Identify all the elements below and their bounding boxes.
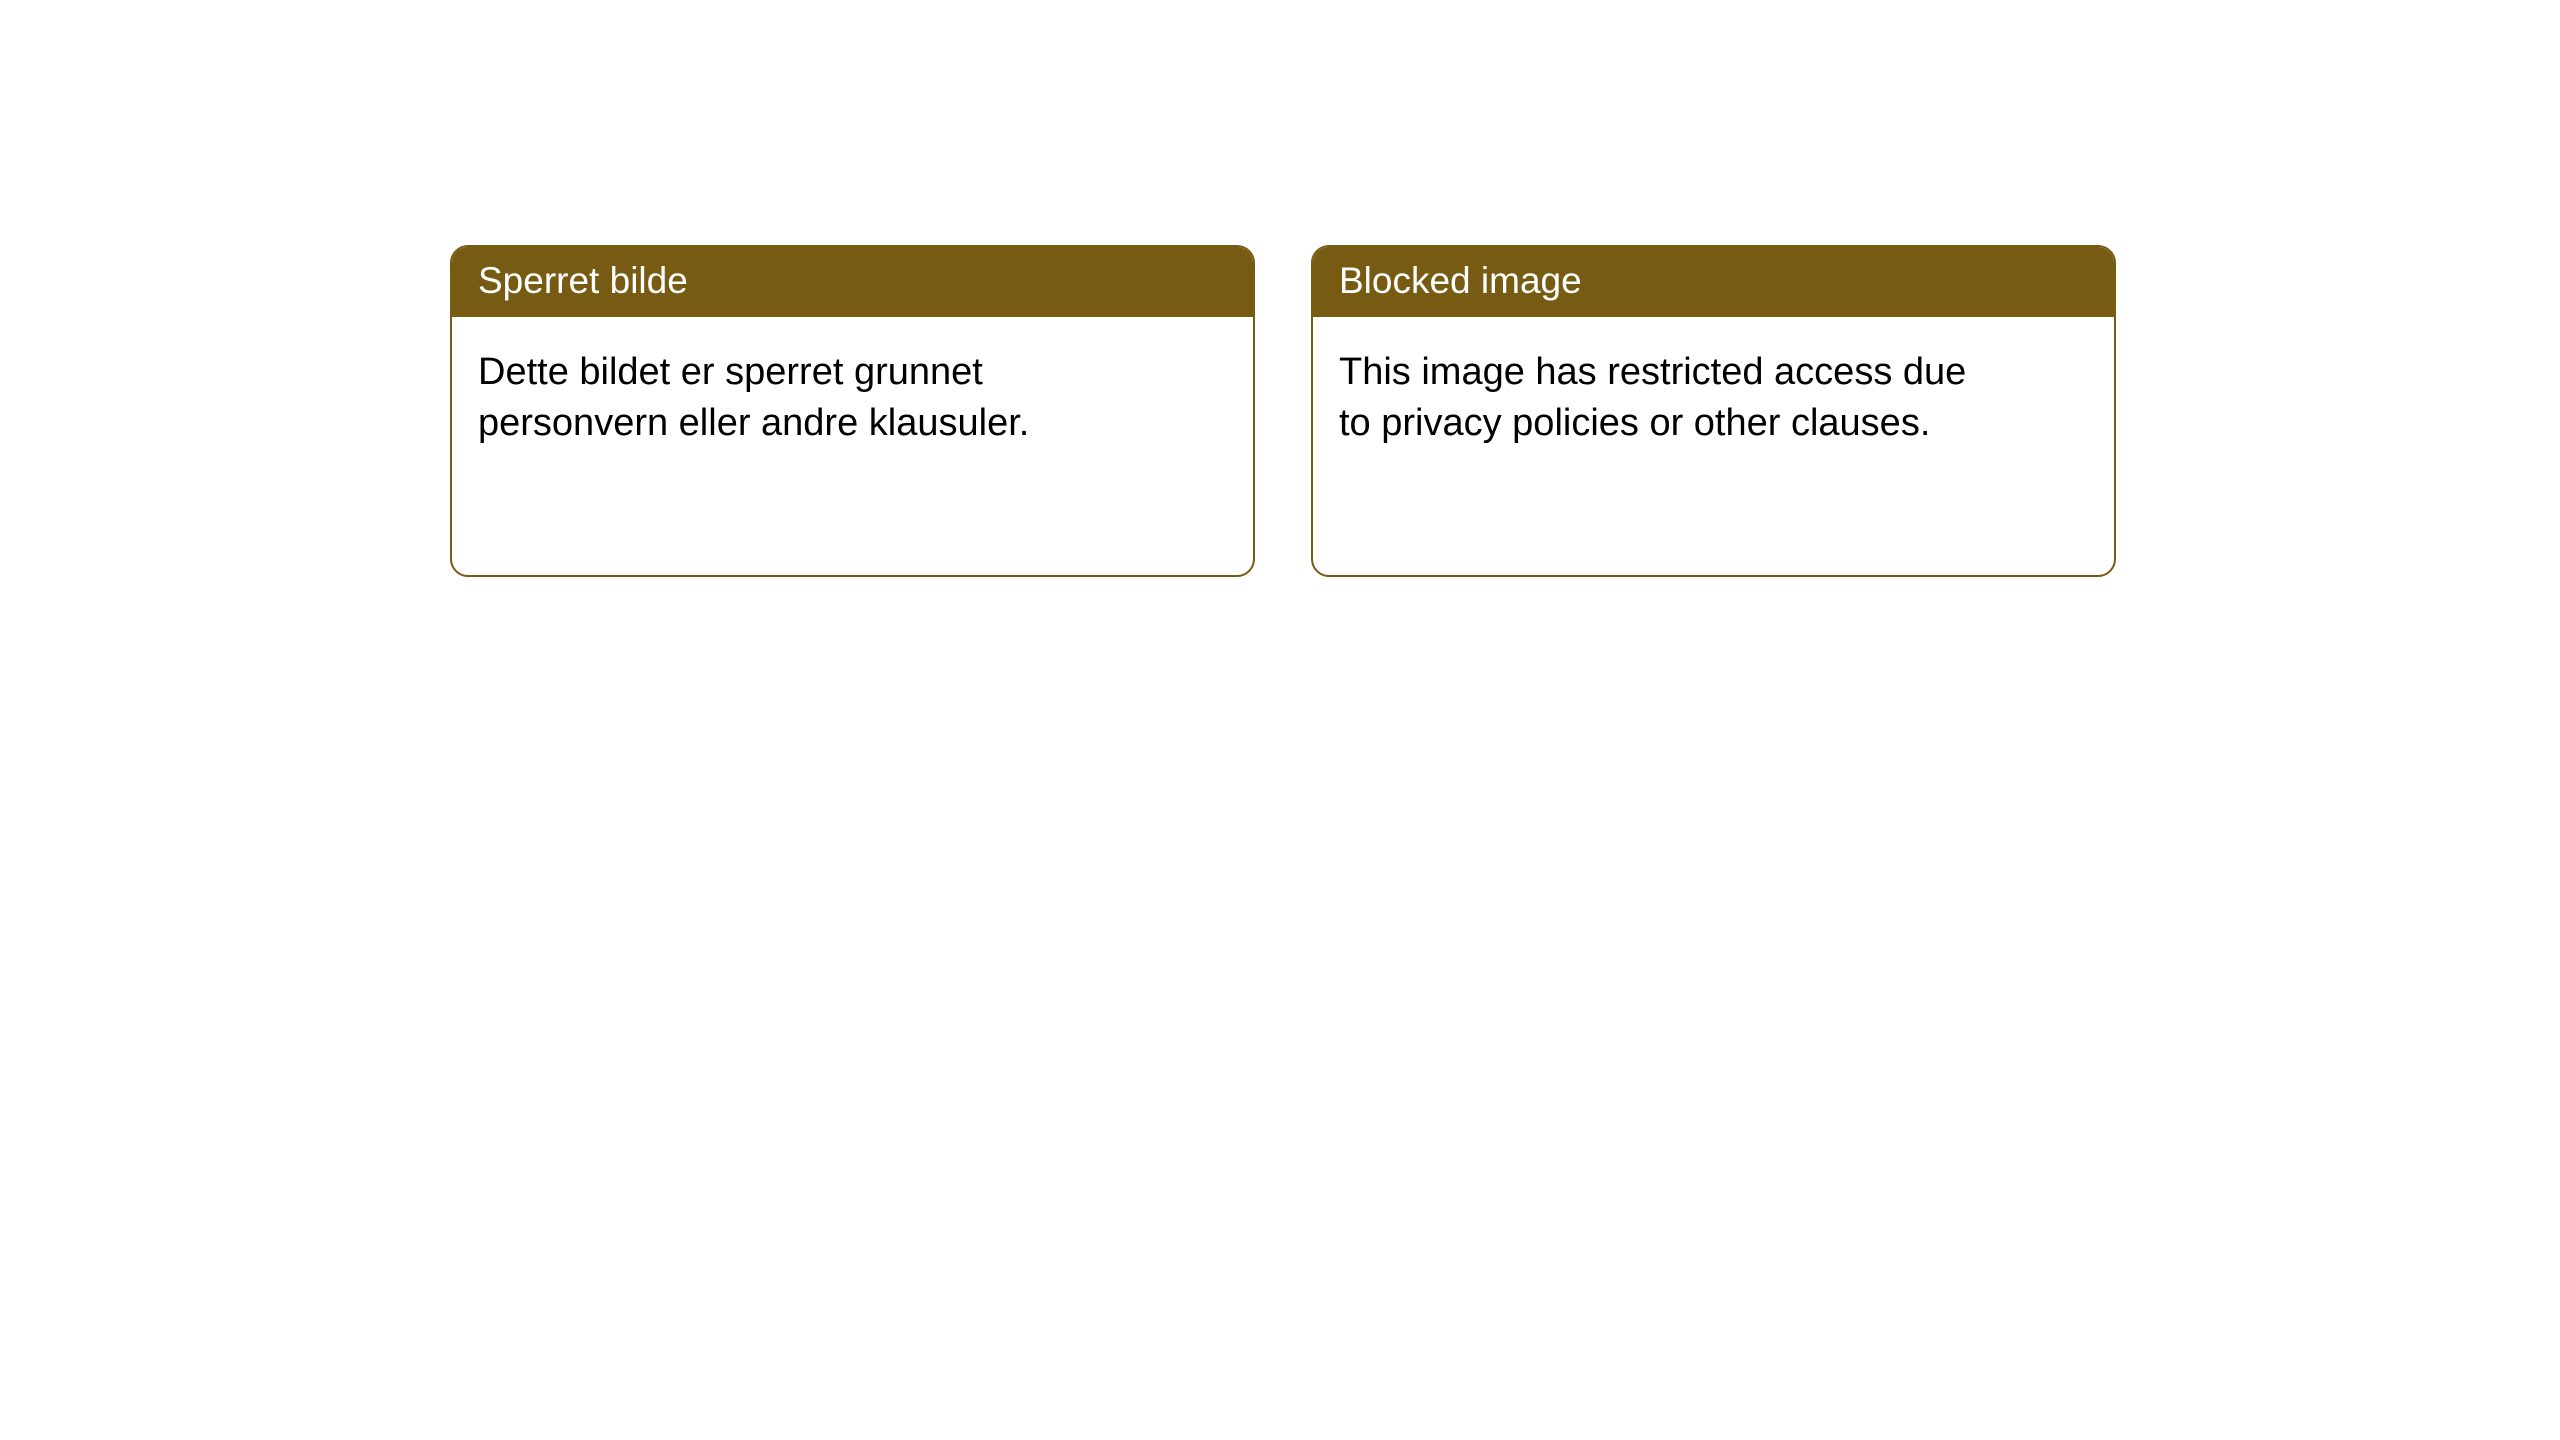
notice-container: Sperret bilde Dette bildet er sperret gr… <box>0 0 2560 577</box>
notice-header: Sperret bilde <box>452 247 1253 317</box>
notice-header: Blocked image <box>1313 247 2114 317</box>
notice-title: Sperret bilde <box>478 260 688 301</box>
notice-card-english: Blocked image This image has restricted … <box>1311 245 2116 577</box>
notice-body: Dette bildet er sperret grunnet personve… <box>452 317 1132 480</box>
notice-card-norwegian: Sperret bilde Dette bildet er sperret gr… <box>450 245 1255 577</box>
notice-title: Blocked image <box>1339 260 1582 301</box>
notice-body: This image has restricted access due to … <box>1313 317 1993 480</box>
notice-text: Dette bildet er sperret grunnet personve… <box>478 351 1029 445</box>
notice-text: This image has restricted access due to … <box>1339 351 1966 445</box>
